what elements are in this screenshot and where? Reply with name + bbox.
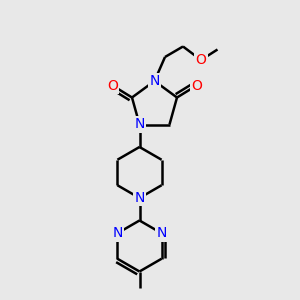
Text: O: O	[196, 53, 206, 67]
Text: N: N	[134, 191, 145, 205]
Text: O: O	[107, 79, 118, 92]
Text: N: N	[134, 118, 145, 131]
Text: N: N	[156, 226, 167, 240]
Text: N: N	[149, 74, 160, 88]
Text: O: O	[191, 79, 202, 92]
Text: N: N	[112, 226, 123, 240]
